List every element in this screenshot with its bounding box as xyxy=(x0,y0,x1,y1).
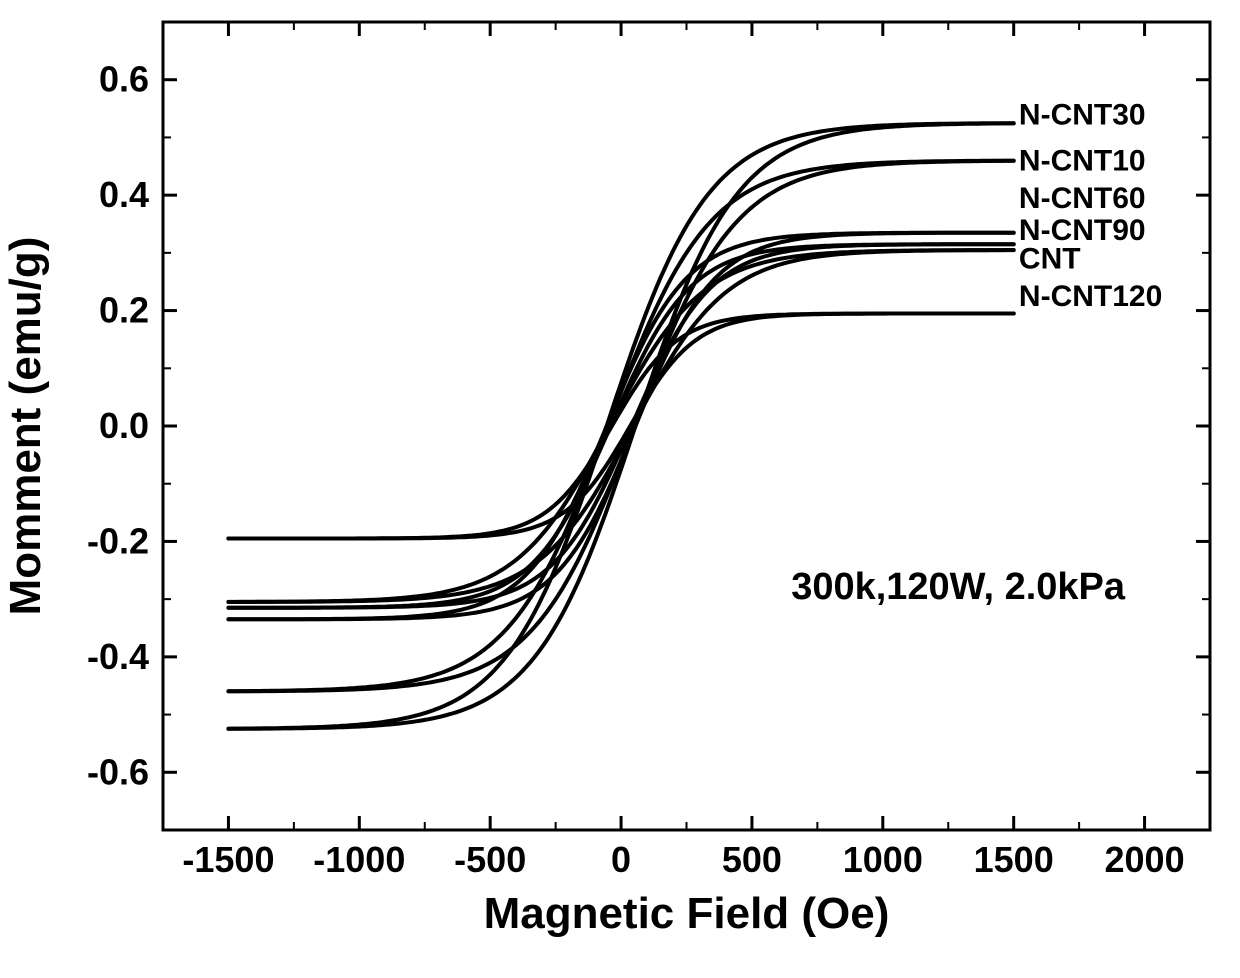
ytick-label: 0.4 xyxy=(99,174,149,215)
ytick-label: -0.6 xyxy=(87,751,149,792)
hysteresis-chart: -1500 -1000 -500 0 500 1000 1500 2000 -0.6 -0.4 -0… xyxy=(0,0,1240,978)
xtick-label: -1000 xyxy=(313,839,405,880)
conditions-annotation: 300k,120W, 2.0kPa xyxy=(791,566,1126,608)
x-axis-label: Magnetic Field (Oe) xyxy=(484,889,890,938)
ytick-label: 0.2 xyxy=(99,290,149,331)
ytick-label: -0.4 xyxy=(87,636,149,677)
series-label-N-CNT30: N-CNT30 xyxy=(1019,98,1146,131)
series-label-N-CNT10: N-CNT10 xyxy=(1019,145,1146,178)
ytick-label: 0.0 xyxy=(99,405,149,446)
ytick-label: 0.6 xyxy=(99,59,149,100)
xtick-label: -500 xyxy=(454,839,526,880)
xtick-label: 0 xyxy=(611,839,631,880)
xtick-label: 2000 xyxy=(1105,839,1185,880)
xtick-label: 500 xyxy=(722,839,782,880)
series-label-N-CNT120: N-CNT120 xyxy=(1019,280,1162,313)
ytick-label: -0.2 xyxy=(87,520,149,561)
series-label-CNT: CNT xyxy=(1019,243,1081,276)
series-label-N-CNT60: N-CNT60 xyxy=(1019,182,1146,215)
xtick-label: 1500 xyxy=(974,839,1054,880)
chart-svg: -1500 -1000 -500 0 500 1000 1500 2000 -0.6 -0.4 -0… xyxy=(0,0,1240,978)
xtick-label: -1500 xyxy=(182,839,274,880)
y-axis-label: Momment (emu/g) xyxy=(1,237,50,616)
xtick-label: 1000 xyxy=(843,839,923,880)
